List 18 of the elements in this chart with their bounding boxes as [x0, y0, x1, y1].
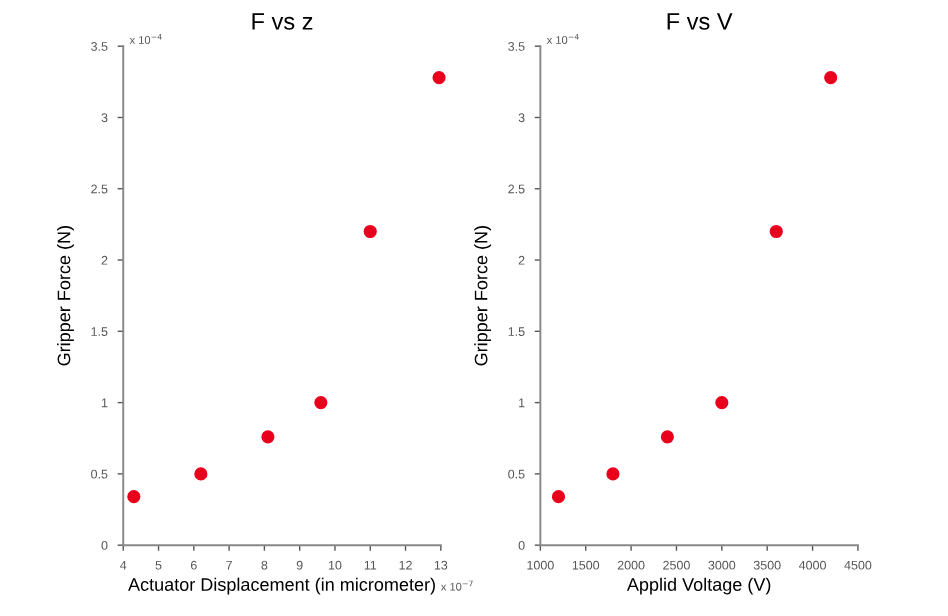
point	[261, 430, 275, 444]
point	[660, 430, 674, 444]
point	[715, 396, 729, 410]
point	[194, 467, 208, 481]
point	[314, 396, 328, 410]
y-axis-title: Gripper Force (N)	[57, 226, 74, 366]
chart-title: F vs z	[252, 13, 313, 30]
y-axis-title: Gripper Force (N)	[474, 226, 492, 366]
point	[363, 224, 377, 239]
point	[432, 70, 446, 85]
point	[769, 224, 783, 239]
chart-title: F vs V	[667, 13, 733, 30]
x-axis-title: Applid Voltage (V)	[626, 577, 771, 595]
point	[127, 490, 141, 504]
point	[824, 70, 838, 85]
point	[551, 490, 566, 504]
x-axis-title: Actuator Displacement (in micrometer)	[128, 577, 435, 595]
point	[606, 467, 620, 481]
